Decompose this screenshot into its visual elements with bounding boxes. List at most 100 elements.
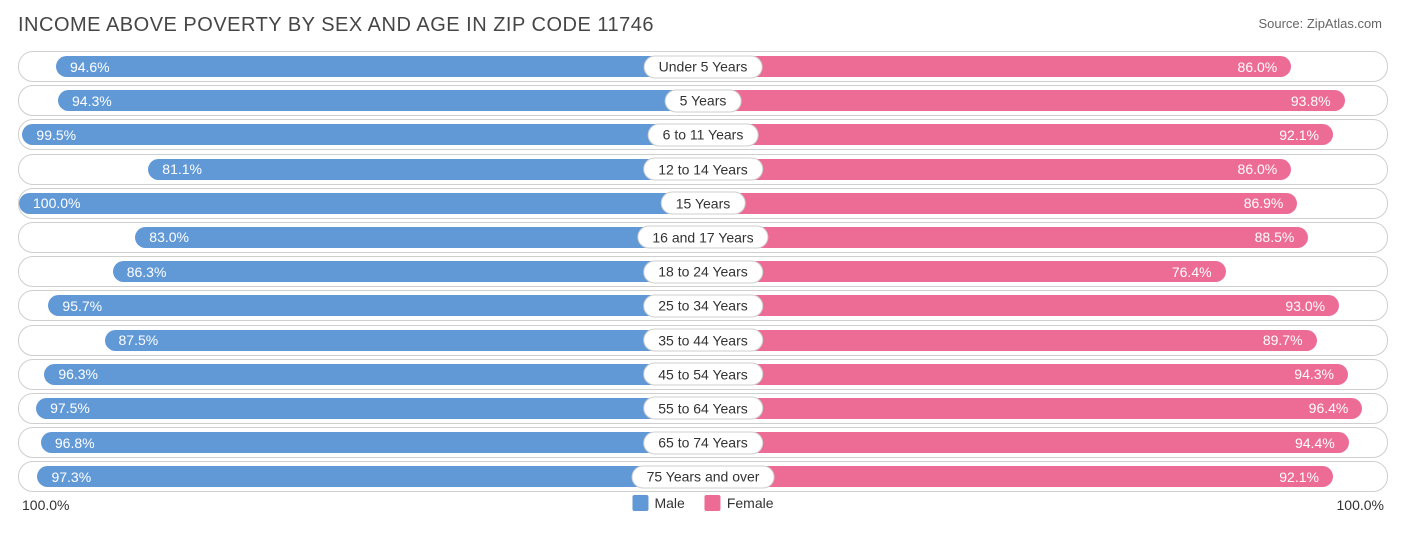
- chart-row: 83.0% 88.5% 16 and 17 Years: [18, 222, 1388, 253]
- female-value-label: 88.5%: [1255, 229, 1295, 245]
- category-pill: 15 Years: [661, 192, 746, 215]
- female-half: 86.9%: [703, 189, 1387, 218]
- male-half: 97.3%: [19, 462, 703, 491]
- female-value-label: 92.1%: [1279, 469, 1319, 485]
- female-half: 92.1%: [703, 120, 1387, 149]
- male-value-label: 95.7%: [62, 298, 102, 314]
- male-value-label: 86.3%: [127, 264, 167, 280]
- male-half: 83.0%: [19, 223, 703, 252]
- legend: Male Female: [632, 495, 773, 511]
- male-bar: 87.5%: [105, 330, 704, 351]
- female-value-label: 93.8%: [1291, 93, 1331, 109]
- male-value-label: 97.5%: [50, 400, 90, 416]
- source-credit: Source: ZipAtlas.com: [1258, 16, 1382, 31]
- chart-row: 81.1% 86.0% 12 to 14 Years: [18, 154, 1388, 185]
- category-pill: 16 and 17 Years: [637, 226, 768, 249]
- male-value-label: 100.0%: [33, 195, 80, 211]
- male-half: 100.0%: [19, 189, 703, 218]
- male-half: 94.3%: [19, 86, 703, 115]
- female-half: 93.0%: [703, 291, 1387, 320]
- chart-row: 96.8% 94.4% 65 to 74 Years: [18, 427, 1388, 458]
- female-value-label: 94.3%: [1294, 366, 1334, 382]
- male-value-label: 83.0%: [149, 229, 189, 245]
- male-half: 97.5%: [19, 394, 703, 423]
- male-bar: 94.3%: [58, 90, 703, 111]
- male-bar: 96.3%: [44, 364, 703, 385]
- swatch-male: [632, 495, 648, 511]
- female-half: 76.4%: [703, 257, 1387, 286]
- male-value-label: 96.8%: [55, 435, 95, 451]
- female-bar: 76.4%: [703, 261, 1226, 282]
- female-value-label: 86.9%: [1244, 195, 1284, 211]
- female-half: 94.4%: [703, 428, 1387, 457]
- legend-item-female: Female: [705, 495, 774, 511]
- legend-label-female: Female: [727, 495, 774, 511]
- chart-row: 87.5% 89.7% 35 to 44 Years: [18, 325, 1388, 356]
- category-pill: 35 to 44 Years: [643, 329, 763, 352]
- category-pill: 25 to 34 Years: [643, 294, 763, 317]
- female-bar: 96.4%: [703, 398, 1362, 419]
- chart-row: 96.3% 94.3% 45 to 54 Years: [18, 359, 1388, 390]
- category-pill: 5 Years: [665, 89, 742, 112]
- category-pill: 45 to 54 Years: [643, 363, 763, 386]
- male-half: 96.8%: [19, 428, 703, 457]
- category-pill: 55 to 64 Years: [643, 397, 763, 420]
- female-bar: 93.0%: [703, 295, 1339, 316]
- male-half: 81.1%: [19, 155, 703, 184]
- chart-row: 94.6% 86.0% Under 5 Years: [18, 51, 1388, 82]
- female-value-label: 86.0%: [1238, 161, 1278, 177]
- diverging-bar-chart: 94.6% 86.0% Under 5 Years 94.3% 93.8% 5 Years…: [18, 51, 1388, 492]
- chart-row: 94.3% 93.8% 5 Years: [18, 85, 1388, 116]
- male-half: 87.5%: [19, 326, 703, 355]
- male-bar: 94.6%: [56, 56, 703, 77]
- female-value-label: 92.1%: [1279, 127, 1319, 143]
- legend-label-male: Male: [654, 495, 684, 511]
- category-pill: 65 to 74 Years: [643, 431, 763, 454]
- male-half: 94.6%: [19, 52, 703, 81]
- category-pill: 75 Years and over: [632, 465, 775, 488]
- chart-title: INCOME ABOVE POVERTY BY SEX AND AGE IN Z…: [18, 14, 1388, 37]
- male-value-label: 94.3%: [72, 93, 112, 109]
- category-pill: 18 to 24 Years: [643, 260, 763, 283]
- swatch-female: [705, 495, 721, 511]
- female-half: 94.3%: [703, 360, 1387, 389]
- male-bar: 100.0%: [19, 193, 703, 214]
- female-half: 86.0%: [703, 52, 1387, 81]
- category-pill: 12 to 14 Years: [643, 158, 763, 181]
- female-value-label: 96.4%: [1309, 400, 1349, 416]
- male-bar: 95.7%: [48, 295, 703, 316]
- female-bar: 93.8%: [703, 90, 1345, 111]
- female-value-label: 94.4%: [1295, 435, 1335, 451]
- male-value-label: 96.3%: [58, 366, 98, 382]
- male-bar: 96.8%: [41, 432, 703, 453]
- chart-row: 99.5%92.1%6 to 11 Years: [18, 119, 1388, 150]
- female-bar: 86.0%: [703, 159, 1291, 180]
- male-bar: 83.0%: [135, 227, 703, 248]
- female-bar: 92.1%: [703, 124, 1333, 145]
- chart-row: 86.3% 76.4% 18 to 24 Years: [18, 256, 1388, 287]
- female-value-label: 86.0%: [1238, 59, 1278, 75]
- female-bar: 88.5%: [703, 227, 1308, 248]
- chart-row: 97.5% 96.4% 55 to 64 Years: [18, 393, 1388, 424]
- chart-row: 97.3% 92.1% 75 Years and over: [18, 461, 1388, 492]
- female-half: 89.7%: [703, 326, 1387, 355]
- legend-item-male: Male: [632, 495, 684, 511]
- female-value-label: 93.0%: [1285, 298, 1325, 314]
- female-half: 92.1%: [703, 462, 1387, 491]
- male-bar: 81.1%: [148, 159, 703, 180]
- female-half: 96.4%: [703, 394, 1387, 423]
- male-value-label: 87.5%: [119, 332, 159, 348]
- female-bar: 86.0%: [703, 56, 1291, 77]
- male-value-label: 81.1%: [162, 161, 202, 177]
- male-value-label: 94.6%: [70, 59, 110, 75]
- female-value-label: 76.4%: [1172, 264, 1212, 280]
- male-value-label: 99.5%: [36, 127, 76, 143]
- male-half: 86.3%: [19, 257, 703, 286]
- chart-row: 95.7% 93.0% 25 to 34 Years: [18, 290, 1388, 321]
- female-bar: 92.1%: [703, 466, 1333, 487]
- female-value-label: 89.7%: [1263, 332, 1303, 348]
- female-half: 93.8%: [703, 86, 1387, 115]
- male-half: 95.7%: [19, 291, 703, 320]
- male-bar: 86.3%: [113, 261, 703, 282]
- category-pill: Under 5 Years: [644, 55, 763, 78]
